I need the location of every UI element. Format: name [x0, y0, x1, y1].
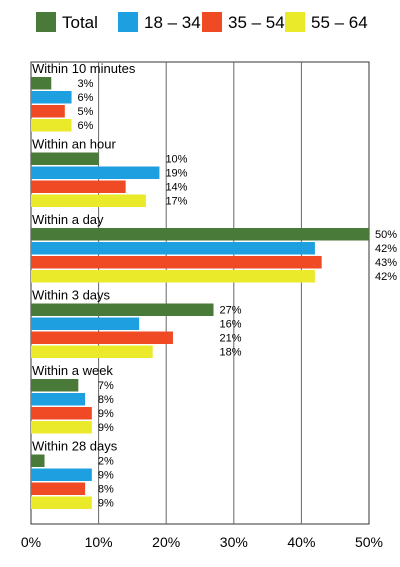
plot-frame: [30, 61, 370, 525]
legend-label-total: Total: [62, 13, 98, 32]
x-tick-label: 0%: [21, 534, 41, 550]
bar-55-64-within-28-days: [31, 496, 92, 509]
bar-35-54-within-10-minutes: [31, 105, 65, 118]
category-label-within-3-days: Within 3 days: [32, 288, 111, 303]
legend-label-18-34: 18 – 34: [144, 13, 201, 32]
bar-18-34-within-3-days: [31, 317, 140, 330]
value-label-total-within-10-minutes: 3%: [78, 78, 94, 90]
value-label-18-34-within-a-day: 42%: [375, 243, 397, 255]
bar-55-64-within-an-hour: [31, 194, 146, 207]
category-label-within-a-week: Within a week: [32, 363, 113, 378]
bar-18-34-within-10-minutes: [31, 91, 72, 104]
value-label-18-34-within-an-hour: 19%: [165, 168, 187, 180]
value-label-total-within-a-week: 7%: [98, 380, 114, 392]
legend-swatch-18-34: [118, 12, 138, 32]
bar-total-within-10-minutes: [31, 77, 52, 90]
bar-55-64-within-a-day: [31, 270, 315, 283]
value-label-35-54-within-a-week: 9%: [98, 408, 114, 420]
value-label-55-64-within-28-days: 9%: [98, 498, 114, 510]
bar-total-within-3-days: [31, 303, 214, 316]
value-label-55-64-within-10-minutes: 6%: [78, 120, 94, 132]
x-tick-label: 40%: [287, 534, 315, 550]
legend-swatch-55-64: [285, 12, 305, 32]
x-tick-label: 20%: [152, 534, 180, 550]
bar-18-34-within-a-day: [31, 242, 315, 255]
value-label-35-54-within-28-days: 8%: [98, 484, 114, 496]
bar-total-within-an-hour: [31, 152, 99, 165]
bar-55-64-within-a-week: [31, 421, 92, 434]
category-label-within-a-day: Within a day: [32, 212, 104, 227]
value-label-35-54-within-an-hour: 14%: [165, 182, 187, 194]
category-label-within-28-days: Within 28 days: [32, 439, 118, 454]
value-label-total-within-3-days: 27%: [220, 305, 242, 317]
bar-35-54-within-a-week: [31, 407, 92, 420]
value-label-18-34-within-3-days: 16%: [220, 319, 242, 331]
category-label-within-10-minutes: Within 10 minutes: [32, 61, 136, 76]
value-label-total-within-an-hour: 10%: [165, 154, 187, 166]
value-label-total-within-a-day: 50%: [375, 229, 397, 241]
bar-35-54-within-28-days: [31, 482, 86, 495]
bar-35-54-within-3-days: [31, 331, 173, 344]
value-label-55-64-within-a-day: 42%: [375, 271, 397, 283]
value-label-55-64-within-3-days: 18%: [220, 347, 242, 359]
bar-total-within-a-week: [31, 379, 79, 392]
legend: Total 18 – 34 35 – 54 55 – 64: [0, 0, 400, 40]
value-label-35-54-within-3-days: 21%: [220, 333, 242, 345]
category-label-within-an-hour: Within an hour: [32, 137, 116, 152]
value-label-55-64-within-a-week: 9%: [98, 422, 114, 434]
value-label-55-64-within-an-hour: 17%: [165, 196, 187, 208]
value-label-35-54-within-10-minutes: 5%: [78, 106, 94, 118]
bar-18-34-within-an-hour: [31, 166, 160, 179]
value-label-18-34-within-10-minutes: 6%: [78, 92, 94, 104]
value-label-total-within-28-days: 2%: [98, 456, 114, 468]
bar-55-64-within-10-minutes: [31, 119, 72, 132]
legend-swatch-total: [36, 12, 56, 32]
bar-18-34-within-a-week: [31, 393, 86, 406]
bar-total-within-a-day: [31, 228, 369, 241]
bar-total-within-28-days: [31, 454, 45, 467]
value-label-18-34-within-a-week: 8%: [98, 394, 114, 406]
bar-55-64-within-3-days: [31, 345, 153, 358]
legend-label-55-64: 55 – 64: [311, 13, 368, 32]
bar-35-54-within-an-hour: [31, 180, 126, 193]
x-tick-label: 10%: [85, 534, 113, 550]
x-tick-label: 50%: [355, 534, 383, 550]
bar-35-54-within-a-day: [31, 256, 322, 269]
x-tick-label: 30%: [220, 534, 248, 550]
legend-swatch-35-54: [202, 12, 222, 32]
value-label-35-54-within-a-day: 43%: [375, 257, 397, 269]
legend-label-35-54: 35 – 54: [228, 13, 285, 32]
value-label-18-34-within-28-days: 9%: [98, 470, 114, 482]
bar-18-34-within-28-days: [31, 468, 92, 481]
